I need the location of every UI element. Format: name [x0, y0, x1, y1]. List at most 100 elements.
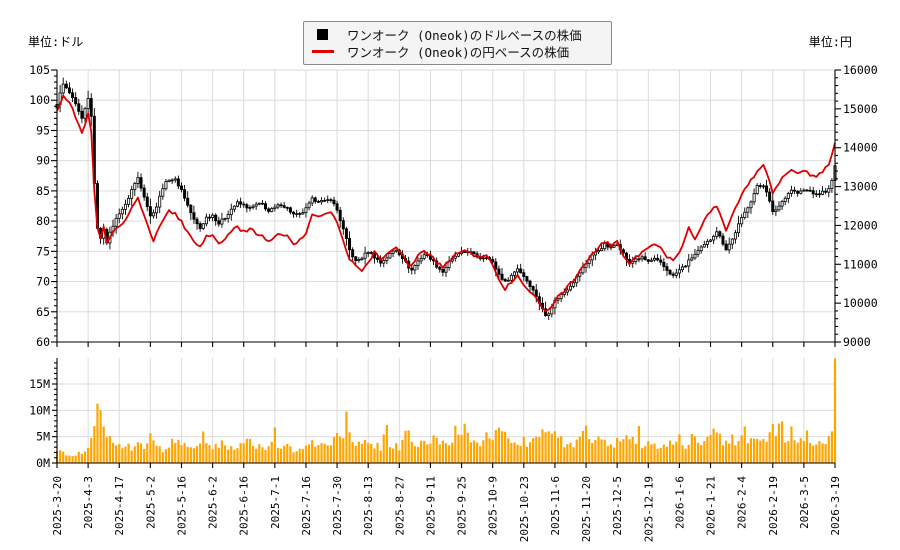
date-tick-label: 2025-10-9	[487, 476, 500, 536]
volume-bar	[752, 438, 756, 463]
date-tick-label: 2025-4-17	[113, 476, 126, 536]
legend-label-usd: ワンオーク (Oneok)のドルベースの株価	[347, 28, 582, 43]
volume-bar	[553, 431, 557, 463]
volume-bar	[311, 440, 314, 463]
volume-bar	[591, 442, 594, 463]
candle-body	[659, 259, 663, 263]
volume-bar	[388, 447, 392, 463]
candle-body	[158, 195, 162, 208]
candle-body	[516, 268, 520, 273]
volume-bar	[665, 446, 669, 463]
volume-bar	[177, 439, 180, 463]
volume-bar	[454, 425, 457, 463]
volume-bar	[304, 445, 308, 463]
volume-bar	[709, 435, 712, 463]
volume-bar	[507, 438, 510, 463]
volume-bar	[335, 432, 339, 463]
candle-body	[668, 270, 672, 275]
volume-bar	[130, 450, 133, 463]
volume-bar	[345, 411, 348, 463]
candle-body	[494, 261, 498, 270]
candle-body	[295, 213, 299, 215]
usd-tick-label: 75	[36, 244, 50, 258]
volume-bar	[251, 446, 255, 463]
volume-bar	[317, 444, 320, 463]
candle-body	[220, 218, 224, 225]
candle-body	[671, 273, 675, 276]
volume-bar	[214, 444, 217, 463]
jpy-tick-label: 15000	[843, 102, 878, 116]
candle-body	[310, 197, 314, 204]
candle-body	[811, 190, 815, 195]
candle-body	[382, 260, 386, 264]
candle-body	[693, 253, 697, 259]
candle-body	[662, 261, 666, 268]
volume-bar	[827, 436, 830, 463]
volume-bar	[398, 450, 401, 463]
candle-body	[67, 87, 71, 94]
candle-body	[824, 190, 828, 193]
candle-body	[279, 204, 283, 207]
candle-body	[696, 250, 700, 255]
candle-body	[344, 228, 348, 239]
volume-bar	[426, 444, 429, 463]
usd-tick-label: 70	[36, 275, 50, 289]
volume-bar	[812, 445, 815, 463]
candle-body	[235, 201, 239, 207]
candle-body	[338, 209, 342, 222]
candle-body	[814, 193, 818, 196]
volume-bar	[223, 445, 227, 463]
candle-body	[550, 307, 554, 315]
candle-body	[173, 178, 177, 181]
candle-body	[89, 98, 93, 117]
volume-bar	[118, 444, 121, 463]
candle-body	[531, 286, 535, 291]
volume-bar	[765, 441, 768, 463]
volume-bar	[684, 448, 687, 463]
date-tick-label: 2025-12-5	[611, 476, 624, 536]
volume-bar	[65, 455, 68, 463]
volume-bar	[208, 445, 211, 463]
candle-body	[120, 208, 124, 215]
candle-body	[768, 191, 772, 202]
date-tick-label: 2025-5-2	[144, 476, 157, 529]
candle-body	[114, 217, 118, 227]
volume-bar	[830, 431, 833, 463]
candle-body	[727, 243, 731, 251]
date-tick-label: 2025-8-13	[362, 476, 375, 536]
candle-body	[522, 272, 526, 278]
candle-body	[123, 203, 127, 210]
candle-body	[572, 282, 576, 287]
volume-bar	[167, 447, 171, 463]
candle-body	[183, 189, 187, 199]
volume-bar	[485, 432, 488, 463]
candle-body	[136, 177, 140, 184]
candle-body	[491, 258, 495, 263]
candle-body	[192, 212, 196, 220]
volume-bar	[298, 448, 301, 463]
candle-body	[71, 92, 75, 98]
candle-body	[578, 272, 582, 277]
candle-body	[503, 278, 507, 282]
date-tick-label: 2025-12-19	[642, 476, 655, 542]
volume-bar	[62, 451, 65, 463]
volume-bar	[149, 433, 152, 463]
volume-bar	[541, 429, 544, 463]
volume-bar	[410, 441, 413, 463]
candle-body	[509, 274, 513, 281]
volume-bar	[703, 441, 706, 463]
volume-bar	[644, 446, 647, 463]
volume-bar	[550, 433, 553, 463]
volume-bar	[500, 431, 504, 463]
volume-bar	[569, 442, 572, 463]
candle-body	[267, 208, 271, 212]
volume-bar	[566, 444, 569, 463]
volume-bar	[724, 440, 728, 463]
volume-bar	[712, 428, 715, 463]
volume-bar	[195, 446, 199, 463]
volume-bar	[700, 445, 703, 463]
volume-bar	[432, 435, 435, 463]
date-tick-label: 2025-9-25	[456, 476, 469, 536]
volume-bar	[357, 441, 360, 463]
